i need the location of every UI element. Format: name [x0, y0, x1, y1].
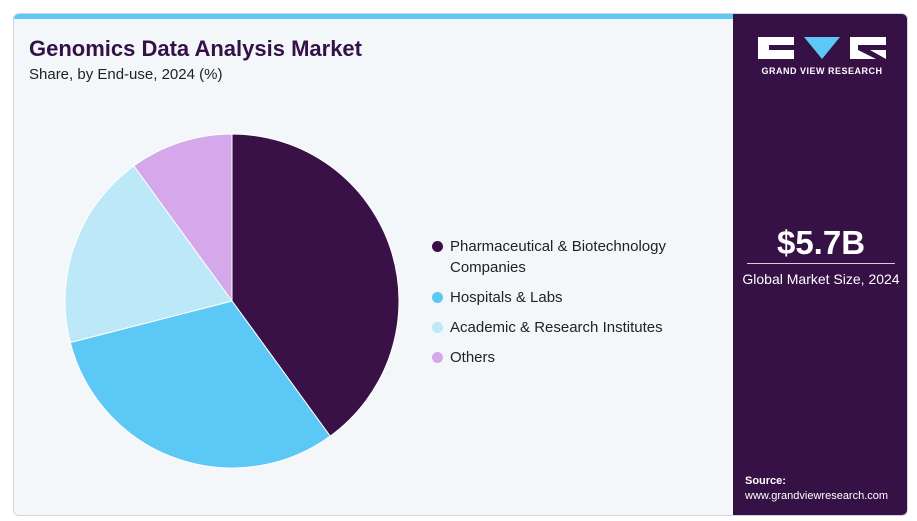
legend-label: Hospitals & Labs	[450, 289, 563, 306]
legend-item: Hospitals & Labs	[432, 287, 722, 308]
source-label: Source:	[745, 475, 786, 487]
market-size-label: Global Market Size, 2024	[742, 271, 900, 287]
divider	[747, 263, 895, 264]
chart-legend: Pharmaceutical & Biotechnology Companies…	[432, 236, 722, 377]
legend-item: Academic & Research Institutes	[432, 317, 722, 338]
legend-item: Pharmaceutical & Biotechnology Companies	[432, 236, 722, 278]
legend-label: Pharmaceutical & Biotechnology Companies	[450, 238, 666, 276]
brand-logo: GRAND VIEW RESEARCH	[758, 36, 886, 76]
legend-item: Others	[432, 347, 722, 368]
pie-chart	[64, 133, 400, 469]
legend-swatch	[432, 322, 443, 333]
chart-subtitle: Share, by End-use, 2024 (%)	[29, 66, 223, 83]
chart-card: Genomics Data Analysis Market Share, by …	[13, 13, 908, 516]
chart-panel: Genomics Data Analysis Market Share, by …	[14, 14, 733, 515]
legend-swatch	[432, 352, 443, 363]
pie-slice	[69, 300, 331, 469]
gvr-logo-icon	[758, 37, 886, 59]
brand-name: GRAND VIEW RESEARCH	[761, 66, 883, 76]
pie-slice	[133, 133, 233, 303]
market-size-value: $5.7B	[776, 224, 866, 261]
source-link[interactable]: www.grandviewresearch.com	[745, 490, 889, 502]
chart-title: Genomics Data Analysis Market	[29, 36, 362, 61]
legend-swatch	[432, 292, 443, 303]
pie-slice	[64, 165, 233, 344]
accent-bar	[14, 14, 733, 19]
legend-label: Others	[450, 349, 496, 366]
sidebar-panel: GRAND VIEW RESEARCH $5.7B Global Market …	[733, 14, 907, 515]
legend-swatch	[432, 241, 443, 252]
pie-slice	[231, 133, 400, 437]
legend-label: Academic & Research Institutes	[450, 319, 663, 336]
